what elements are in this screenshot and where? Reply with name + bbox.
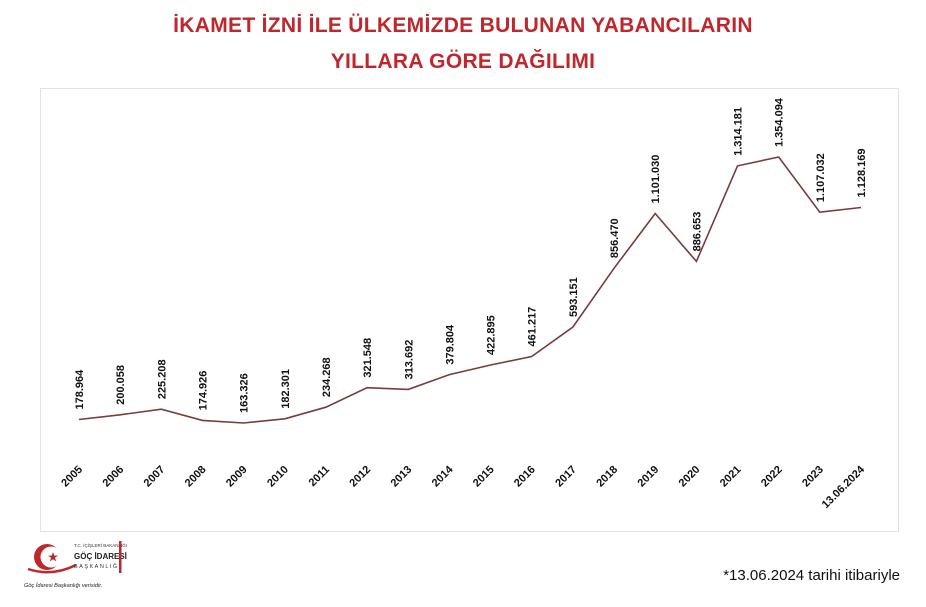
chart-title-line-2: YILLARA GÖRE DAĞILIMI [330, 50, 596, 73]
logo-caption: Göç İdaresi Başkanlığı verisidir. [24, 582, 102, 589]
data-label: 379.804 [444, 324, 456, 365]
data-label: 321.548 [362, 338, 374, 378]
data-label: 313.692 [403, 340, 415, 380]
data-label: 225.208 [156, 359, 168, 399]
x-tick-label: 2013 [389, 464, 415, 490]
data-label: 422.895 [486, 315, 498, 355]
data-label: 1.107.032 [815, 153, 827, 202]
x-tick-label: 2007 [142, 464, 168, 490]
data-label: 1.314.181 [733, 107, 745, 156]
logo-name: GÖÇ İDARESİ [74, 552, 127, 561]
data-label: 461.217 [527, 307, 539, 347]
data-label: 593.151 [568, 277, 580, 317]
x-tick-label: 13.06.2024 [820, 463, 868, 511]
series-line [78, 156, 862, 424]
data-label: 234.268 [321, 357, 333, 397]
x-tick-label: 2005 [59, 464, 85, 490]
data-label: 886.653 [691, 212, 703, 252]
chart-frame [40, 88, 899, 532]
data-label: 856.470 [609, 218, 621, 258]
data-label: 200.058 [115, 365, 127, 405]
x-tick-label: 2008 [183, 464, 209, 490]
data-label: 1.354.094 [774, 97, 786, 147]
x-tick-label: 2018 [594, 464, 620, 490]
chart-title-line-1: İKAMET İZNİ İLE ÜLKEMİZDE BULUNAN YABANC… [173, 14, 753, 37]
logo-sub: BAŞKANLIĞI [74, 563, 122, 570]
data-label: 174.926 [197, 371, 209, 411]
x-tick-label: 2022 [759, 464, 785, 490]
x-tick-label: 2011 [307, 464, 332, 489]
data-label: 1.101.030 [650, 155, 662, 204]
x-tick-label: 2021 [718, 464, 744, 490]
x-tick-label: 2014 [430, 463, 456, 489]
crescent-star-icon [27, 544, 77, 574]
data-label: 163.326 [239, 373, 251, 413]
x-tick-label: 2017 [553, 464, 579, 490]
goc-idaresi-logo: T.C. İÇİŞLERİ BAKANLIĞI GÖÇ İDARESİ BAŞK… [24, 541, 127, 589]
logo-divider [119, 541, 122, 573]
x-tick-label: 2006 [100, 464, 126, 490]
data-label: 178.964 [74, 369, 86, 410]
data-label: 1.128.169 [856, 149, 868, 198]
x-tick-label: 2016 [512, 464, 538, 490]
footnote: *13.06.2024 tarihi itibariyle [723, 567, 900, 584]
logo-top-text: T.C. İÇİŞLERİ BAKANLIĞI [74, 542, 127, 548]
x-tick-label: 2009 [224, 464, 250, 490]
x-tick-label: 2019 [636, 464, 662, 490]
x-tick-label: 2015 [471, 464, 497, 490]
x-tick-label: 2020 [677, 464, 703, 490]
x-tick-label: 2010 [265, 464, 291, 490]
x-tick-label: 2012 [347, 464, 373, 490]
data-label: 182.301 [280, 369, 292, 409]
x-tick-label: 2023 [800, 464, 826, 490]
